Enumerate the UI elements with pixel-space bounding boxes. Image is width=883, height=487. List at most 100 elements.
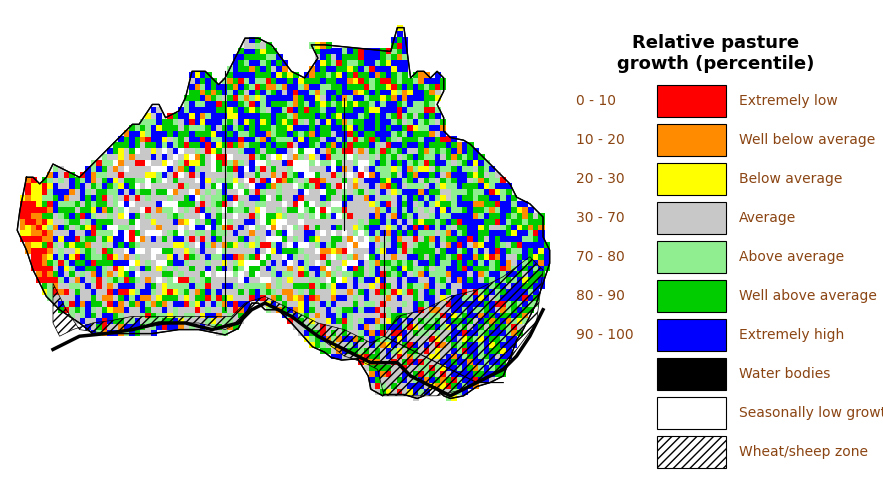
Bar xyxy=(178,230,185,236)
Bar xyxy=(506,330,512,336)
Bar xyxy=(429,236,435,242)
Bar xyxy=(364,183,370,189)
Bar xyxy=(353,283,359,289)
Bar xyxy=(381,342,386,348)
Bar xyxy=(494,277,501,283)
Bar xyxy=(134,142,140,148)
Bar xyxy=(314,131,321,136)
Bar xyxy=(381,183,386,189)
Bar xyxy=(396,230,403,236)
Bar xyxy=(31,230,37,236)
Bar xyxy=(227,248,233,254)
Bar xyxy=(326,206,332,213)
Bar xyxy=(249,142,255,148)
Bar xyxy=(276,201,283,207)
Bar xyxy=(309,300,315,307)
Bar xyxy=(369,77,375,84)
Bar xyxy=(484,248,490,254)
Bar xyxy=(402,171,408,178)
Bar xyxy=(216,289,223,295)
Bar xyxy=(74,195,80,201)
Bar xyxy=(511,248,517,254)
Bar xyxy=(86,295,92,301)
Bar xyxy=(396,260,403,265)
Bar xyxy=(216,236,223,242)
Bar xyxy=(364,300,370,307)
Bar xyxy=(429,125,435,131)
Bar xyxy=(189,230,195,236)
Bar xyxy=(413,336,419,342)
Bar xyxy=(364,277,370,283)
Bar xyxy=(74,206,80,213)
Bar xyxy=(407,113,413,119)
Bar xyxy=(129,206,135,213)
Bar xyxy=(74,271,80,278)
Bar xyxy=(287,177,293,184)
Bar xyxy=(309,131,315,136)
Bar xyxy=(206,131,212,136)
Bar xyxy=(200,83,206,90)
Bar xyxy=(69,248,75,254)
Bar xyxy=(293,113,299,119)
Bar xyxy=(434,189,441,195)
Bar xyxy=(381,54,386,60)
Bar xyxy=(238,225,245,230)
Bar xyxy=(494,189,501,195)
Bar xyxy=(321,342,326,348)
Bar xyxy=(396,377,403,383)
Bar xyxy=(386,260,392,265)
Bar xyxy=(533,271,540,278)
Bar xyxy=(151,271,157,278)
Bar xyxy=(42,189,48,195)
Bar xyxy=(402,195,408,201)
Bar xyxy=(102,324,108,330)
Bar xyxy=(189,113,195,119)
Bar xyxy=(441,289,446,295)
Bar xyxy=(194,136,200,142)
Bar xyxy=(194,90,200,95)
Bar xyxy=(86,189,92,195)
Bar xyxy=(434,148,441,154)
Bar xyxy=(402,371,408,377)
Bar xyxy=(102,265,108,271)
Bar xyxy=(151,206,157,213)
Bar xyxy=(479,330,485,336)
Bar xyxy=(140,225,146,230)
Bar xyxy=(298,248,305,254)
Bar xyxy=(506,265,512,271)
Bar xyxy=(424,195,430,201)
Bar xyxy=(353,125,359,131)
Bar xyxy=(91,248,97,254)
Bar xyxy=(347,277,353,283)
Bar xyxy=(407,371,413,377)
Bar xyxy=(391,330,397,336)
Bar xyxy=(500,295,506,301)
Bar xyxy=(506,236,512,242)
Bar xyxy=(249,83,255,90)
Bar xyxy=(381,136,386,142)
Bar xyxy=(304,295,310,301)
Bar xyxy=(222,177,228,184)
Bar xyxy=(522,300,528,307)
Bar xyxy=(244,295,250,301)
Bar xyxy=(353,66,359,72)
Bar xyxy=(369,66,375,72)
Bar xyxy=(441,206,446,213)
Bar xyxy=(134,166,140,172)
Bar xyxy=(467,242,473,248)
Bar xyxy=(20,206,26,213)
Bar xyxy=(244,160,250,166)
Bar xyxy=(282,119,288,125)
Bar xyxy=(424,206,430,213)
Bar xyxy=(200,177,206,184)
Bar xyxy=(347,295,353,301)
Bar xyxy=(47,254,53,260)
Bar xyxy=(58,254,64,260)
Bar xyxy=(457,359,463,365)
Bar xyxy=(364,66,370,72)
Bar xyxy=(216,183,223,189)
Bar xyxy=(467,295,473,301)
Bar xyxy=(331,148,337,154)
Bar xyxy=(276,260,283,265)
Bar xyxy=(446,289,452,295)
